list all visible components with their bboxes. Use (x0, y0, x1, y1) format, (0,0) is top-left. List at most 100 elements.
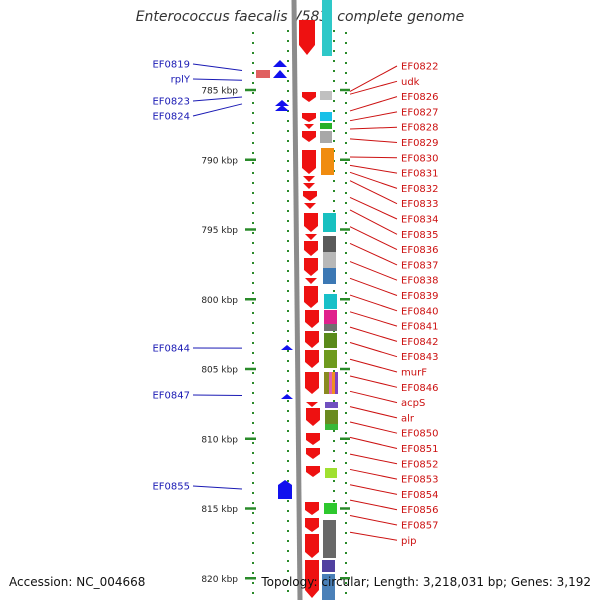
gene-ef0836-arrow[interactable] (305, 234, 317, 240)
gene-label-right[interactable]: EF0850 (401, 429, 439, 440)
gene-leader-line (349, 375, 398, 388)
gene-ef0847-arrow[interactable] (281, 394, 293, 399)
gene-ef0851-arrow[interactable] (306, 448, 320, 459)
gene-label-right[interactable]: EF0857 (401, 521, 439, 532)
gene-leader-line (349, 126, 398, 130)
gene-ef0830-arrow[interactable] (302, 150, 316, 174)
gene-ef0853-arrow[interactable] (306, 466, 320, 477)
gene-leader-line (349, 390, 398, 404)
accession-label: Accession: NC_004668 (9, 575, 146, 589)
gene-ef0834-arrow[interactable] (304, 203, 316, 209)
gene-label-right[interactable]: EF0828 (401, 123, 439, 134)
gene-label-right[interactable]: EF0838 (401, 276, 439, 287)
domain-udk-grey (320, 91, 332, 100)
gene-leader-line (349, 453, 398, 465)
reverse-strand-genes (256, 60, 293, 499)
gene-ef0824-arrow[interactable] (275, 105, 289, 111)
gene-ef0843-arrow[interactable] (305, 350, 319, 368)
gene-ef0857-arrow[interactable] (305, 518, 319, 532)
gene-label-right[interactable]: udk (401, 77, 420, 88)
gene-leader-line (349, 171, 398, 189)
gene-bottom-arrow[interactable] (305, 560, 319, 598)
gene-ef0827-arrow[interactable] (304, 124, 314, 129)
gene-leader-line (192, 394, 243, 397)
gene-leader-line (349, 499, 398, 511)
gene-rplY-domain (256, 70, 270, 78)
gene-label-right[interactable]: EF0833 (401, 199, 439, 210)
gene-label-right[interactable]: EF0831 (401, 169, 439, 180)
gene-label-right[interactable]: EF0834 (401, 215, 439, 226)
gene-ef0837-arrow[interactable] (304, 241, 318, 256)
domain-ef0841-grey (324, 324, 337, 331)
gene-label-right[interactable]: pip (401, 536, 416, 547)
gene-ef0823-arrow[interactable] (275, 100, 289, 106)
gene-leader-line (349, 96, 398, 112)
gene-ef0842-arrow[interactable] (305, 331, 319, 348)
gene-leader-line (349, 311, 398, 327)
gene-label-right[interactable]: EF0836 (401, 245, 439, 256)
gene-ef0819-arrow[interactable] (273, 60, 287, 67)
gene-ef0835-arrow[interactable] (304, 213, 318, 232)
gene-label-left[interactable]: EF0847 (152, 391, 190, 402)
gene-ef0841-arrow[interactable] (305, 310, 319, 328)
gene-label-right[interactable]: EF0829 (401, 138, 439, 149)
gene-ef0831-arrow[interactable] (303, 176, 315, 182)
gene-rplY-arrow[interactable] (273, 70, 287, 78)
gene-label-right[interactable]: EF0827 (401, 107, 439, 118)
gene-label-right[interactable]: acpS (401, 398, 425, 409)
gene-alr-arrow[interactable] (306, 408, 320, 426)
gene-ef0840-arrow[interactable] (304, 286, 318, 308)
gene-label-right[interactable]: EF0843 (401, 352, 439, 363)
gene-ef0839-arrow[interactable] (305, 278, 317, 284)
gene-label-left[interactable]: EF0855 (152, 482, 190, 493)
gene-acpS-arrow[interactable] (306, 402, 318, 407)
gene-label-right[interactable]: EF0822 (401, 62, 439, 73)
domain-ef0856-green (324, 503, 337, 514)
gene-leader-line (349, 531, 398, 541)
gene-label-left[interactable]: EF0819 (152, 60, 190, 71)
gene-leader-line (192, 78, 243, 81)
gene-label-right[interactable]: EF0854 (401, 490, 439, 501)
gene-ef0856-arrow[interactable] (305, 502, 319, 515)
gene-ef0833-arrow[interactable] (303, 191, 317, 201)
gene-label-right[interactable]: EF0835 (401, 230, 439, 241)
gene-ef0832-arrow[interactable] (303, 183, 315, 189)
gene-label-left[interactable]: EF0824 (152, 112, 190, 123)
gene-top-arrow[interactable] (299, 20, 315, 55)
gene-leader-line (349, 164, 398, 174)
domain-ef0840-magenta (324, 310, 337, 324)
domain-ef0839-cyan (324, 294, 337, 309)
gene-ef0828-arrow[interactable] (302, 131, 316, 142)
gene-label-right[interactable]: EF0841 (401, 322, 439, 333)
gene-label-right[interactable]: EF0837 (401, 260, 439, 271)
gene-label-right[interactable]: EF0856 (401, 505, 439, 516)
gene-ef0855-arrow[interactable] (278, 480, 292, 499)
gene-murF-arrow[interactable] (305, 372, 319, 394)
domain-murF-orange (332, 372, 335, 394)
gene-label-left[interactable]: rplY (171, 75, 191, 86)
gene-label-right[interactable]: EF0826 (401, 92, 439, 103)
gene-label-right[interactable]: EF0851 (401, 444, 439, 455)
gene-leader-line (349, 421, 398, 434)
gene-label-left[interactable]: EF0844 (152, 344, 190, 355)
gene-label-right[interactable]: EF0842 (401, 337, 439, 348)
gene-pip-arrow[interactable] (305, 534, 319, 558)
gene-label-right[interactable]: EF0852 (401, 459, 439, 470)
gene-label-right[interactable]: EF0853 (401, 475, 439, 486)
gene-ef0850-arrow[interactable] (306, 433, 320, 445)
domain-ef0842-olive (324, 333, 337, 348)
gene-label-right[interactable]: EF0846 (401, 383, 439, 394)
gene-label-right[interactable]: murF (401, 368, 427, 379)
gene-ef0844-arrow[interactable] (281, 345, 293, 350)
gene-ef0822-arrow[interactable] (302, 92, 316, 102)
gene-label-right[interactable]: EF0830 (401, 153, 439, 164)
gene-leader-line (192, 103, 243, 117)
gene-leader-line (349, 436, 398, 449)
gene-label-right[interactable]: EF0839 (401, 291, 439, 302)
gene-ef0838-arrow[interactable] (304, 258, 318, 276)
gene-ef0826-arrow[interactable] (302, 113, 316, 122)
gene-label-right[interactable]: alr (401, 413, 415, 424)
gene-label-right[interactable]: EF0832 (401, 184, 439, 195)
gene-label-left[interactable]: EF0823 (152, 97, 190, 108)
gene-label-right[interactable]: EF0840 (401, 306, 439, 317)
